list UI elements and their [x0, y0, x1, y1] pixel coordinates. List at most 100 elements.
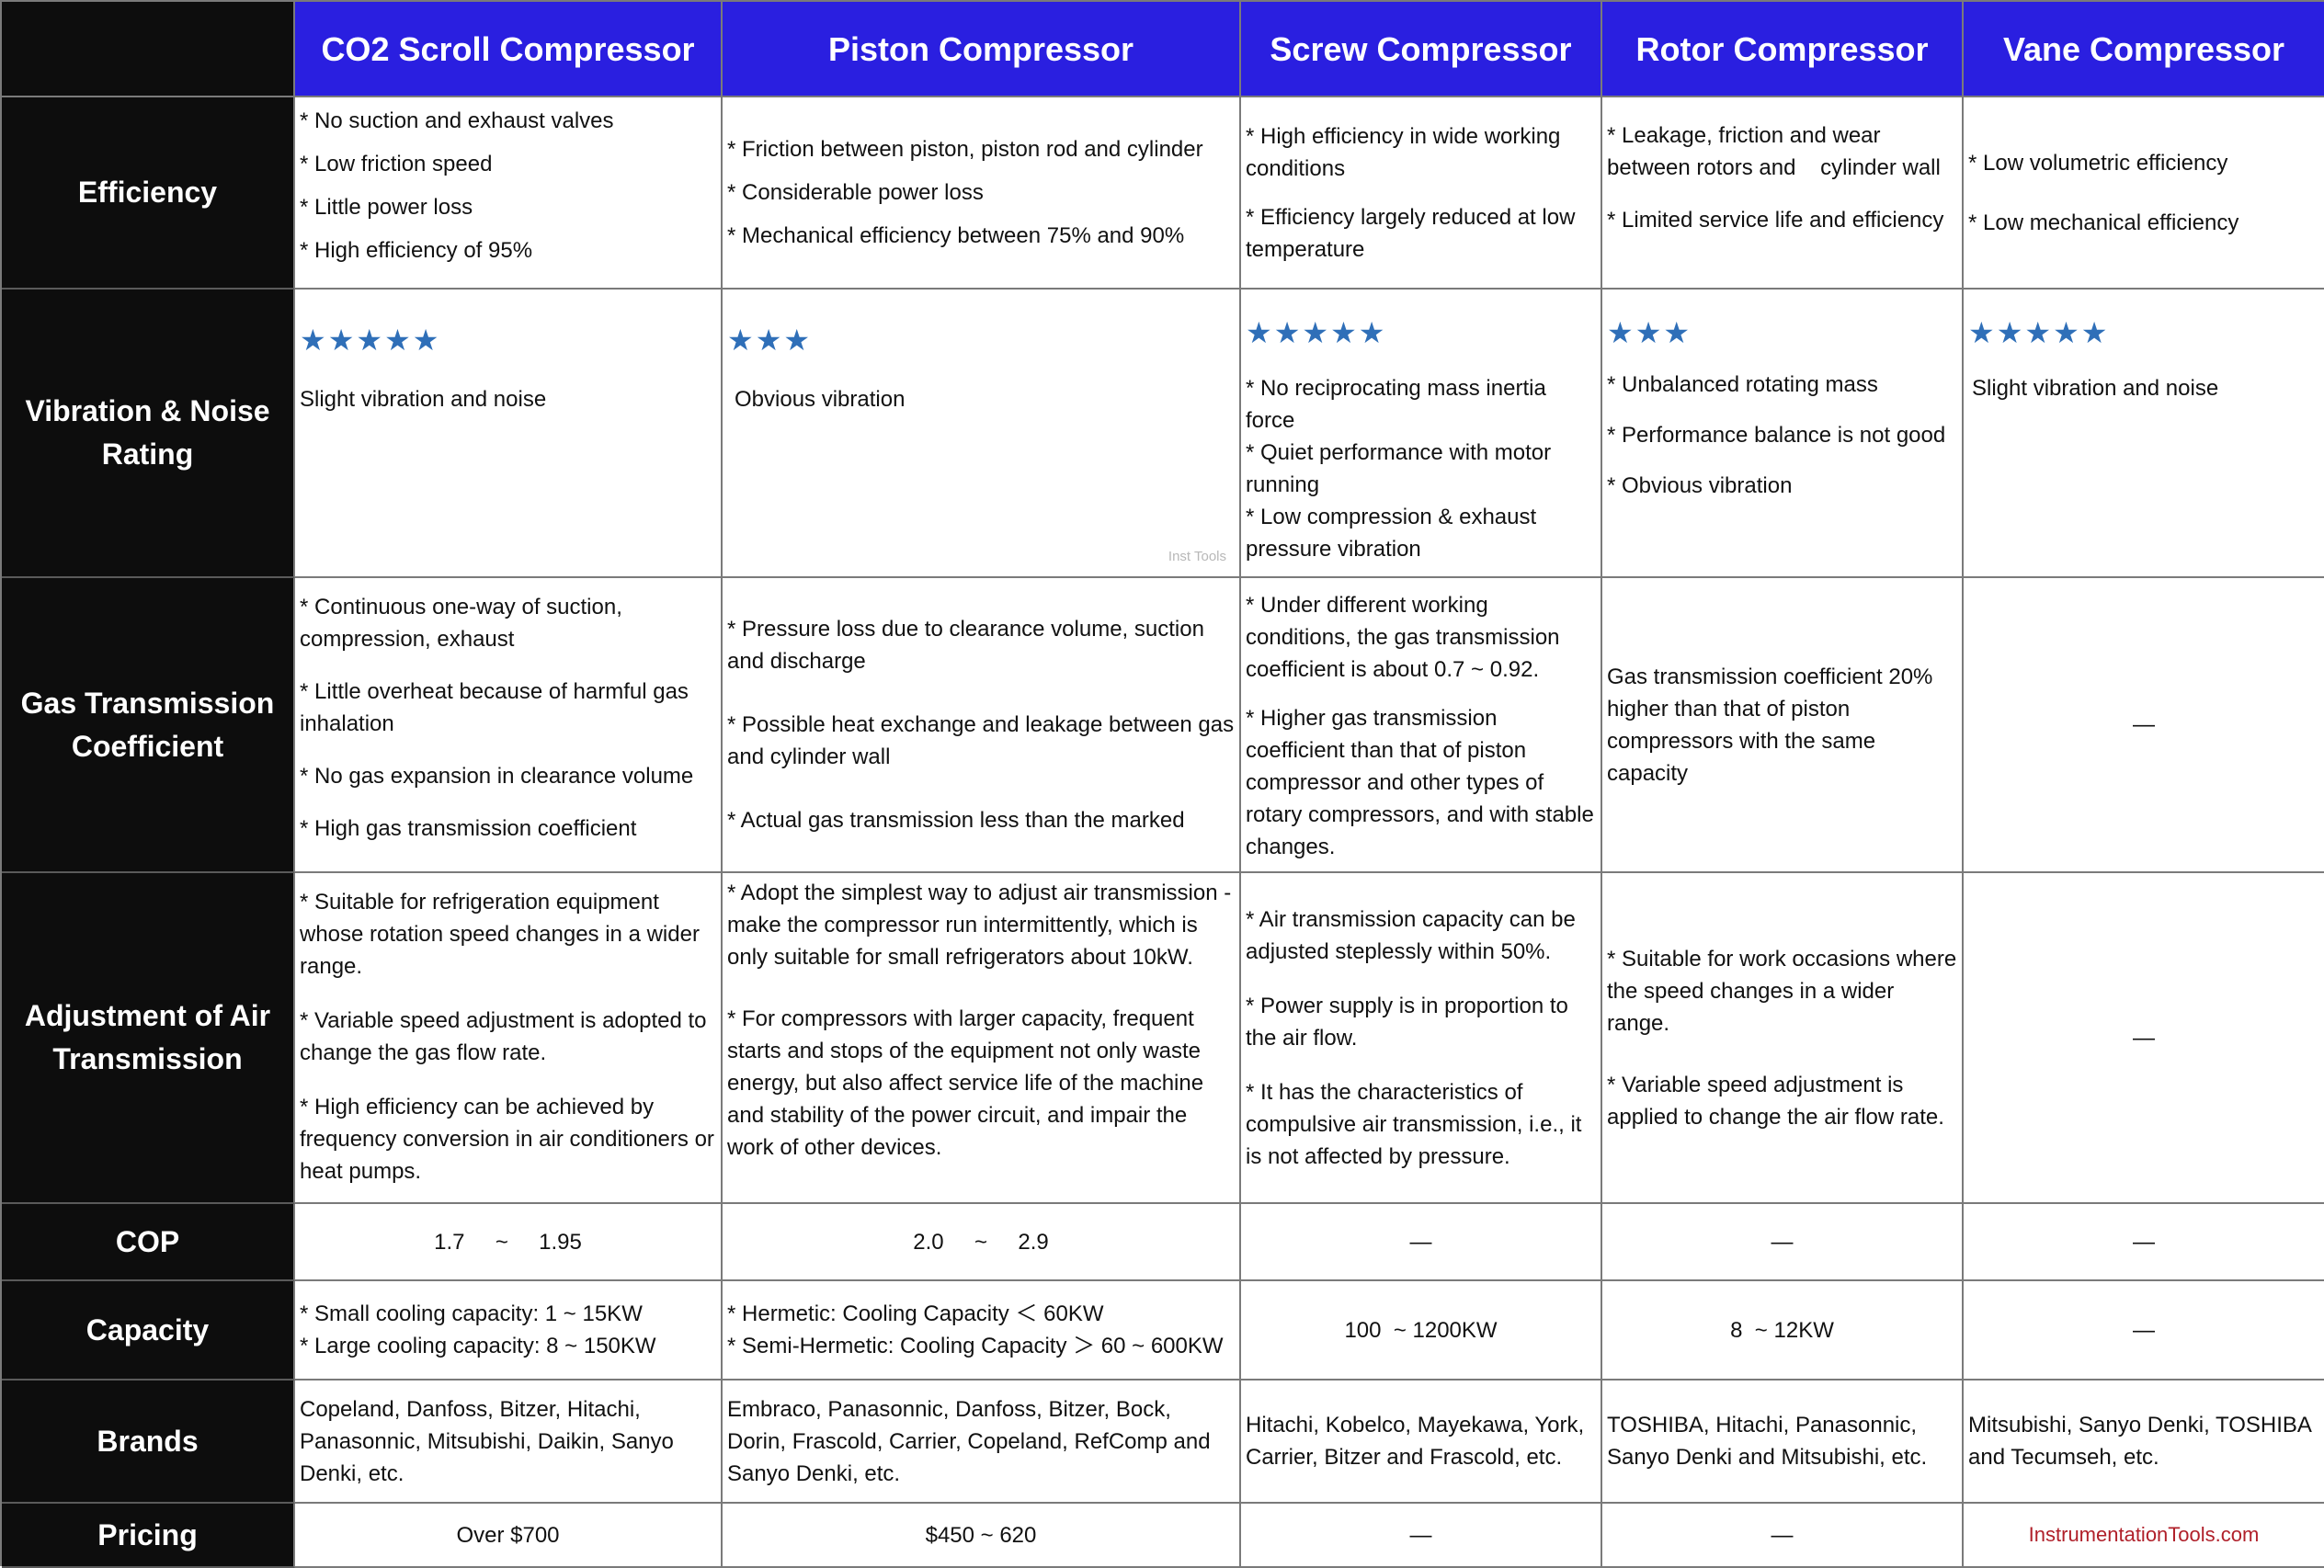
pricing-piston-cell: $450 ~ 620: [723, 1504, 1241, 1568]
pricing-rotor-cell: —: [1602, 1504, 1964, 1568]
cell-line: * Large cooling capacity: 8 ~ 150KW: [300, 1334, 656, 1358]
cell-line: * It has the characteristics of compulsi…: [1246, 1079, 1582, 1169]
cell-line: Copeland, Danfoss, Bitzer, Hitachi, Pana…: [300, 1396, 674, 1486]
cell-line: * Little overheat because of harmful gas…: [300, 679, 689, 736]
cell-line: * Mechanical efficiency between 75% and …: [727, 223, 1185, 248]
star-rating: ★★★★★: [300, 324, 441, 357]
cell-line: * Possible heat exchange and leakage bet…: [727, 712, 1235, 769]
vibration-scroll-cell: ★★★★★ Slight vibration and noise: [295, 290, 723, 578]
adjustment-rotor-cell: * Suitable for work occasions where the …: [1602, 873, 1964, 1204]
cell-line: * Suitable for refrigeration equipment w…: [300, 890, 700, 979]
row-header-cop: COP: [2, 1204, 295, 1281]
cell-value: 100 ~ 1200KW: [1344, 1317, 1498, 1343]
efficiency-scroll-cell: * No suction and exhaust valves * Low fr…: [295, 97, 723, 290]
cell-line: * Low mechanical efficiency: [1968, 210, 2239, 235]
vibration-vane-cell: ★★★★★ Slight vibration and noise: [1964, 290, 2324, 578]
row-header-capacity: Capacity: [2, 1281, 295, 1381]
cop-vane-cell: —: [1964, 1204, 2324, 1281]
cell-line: * Semi-Hermetic: Cooling Capacity ＞ 60 ~…: [727, 1334, 1224, 1358]
capacity-scroll-cell: * Small cooling capacity: 1 ~ 15KW * Lar…: [295, 1281, 723, 1381]
cell-line: * Limited service life and efficiency: [1607, 208, 1944, 233]
cell-line: * Air transmission capacity can be adjus…: [1246, 906, 1576, 964]
cell-line: * Low friction speed: [300, 152, 493, 176]
cell-line: * Hermetic: Cooling Capacity ＜ 60KW: [727, 1301, 1104, 1326]
cell-line: Embraco, Panasonnic, Danfoss, Bitzer, Bo…: [727, 1396, 1211, 1486]
cell-dash: —: [1409, 1522, 1432, 1548]
cell-line: * Efficiency largely reduced at low temp…: [1246, 204, 1576, 262]
column-header-scroll: CO2 Scroll Compressor: [295, 2, 723, 97]
watermark-text: Inst Tools: [1168, 549, 1226, 564]
cell-line: * Actual gas transmission less than the …: [727, 808, 1185, 833]
brands-piston-cell: Embraco, Panasonnic, Danfoss, Bitzer, Bo…: [723, 1381, 1241, 1504]
cell-line: * Variable speed adjustment is adopted t…: [300, 1008, 707, 1065]
brands-screw-cell: Hitachi, Kobelco, Mayekawa, York, Carrie…: [1241, 1381, 1602, 1504]
cell-dash: —: [2133, 712, 2155, 737]
cell-line: * Unbalanced rotating mass: [1607, 372, 1878, 397]
capacity-vane-cell: —: [1964, 1281, 2324, 1381]
column-header-piston: Piston Compressor: [723, 2, 1241, 97]
cell-line: * Power supply is in proportion to the a…: [1246, 993, 1568, 1051]
vibration-rotor-cell: ★★★ * Unbalanced rotating mass * Perform…: [1602, 290, 1964, 578]
cell-line: * For compressors with larger capacity, …: [727, 1006, 1204, 1160]
cell-line: * Higher gas transmission coefficient th…: [1246, 706, 1594, 859]
cell-line: * Under different working conditions, th…: [1246, 593, 1560, 682]
cell-line: * Adopt the simplest way to adjust air t…: [727, 881, 1232, 970]
cell-line: Hitachi, Kobelco, Mayekawa, York, Carrie…: [1246, 1413, 1585, 1470]
cop-rotor-cell: —: [1602, 1204, 1964, 1281]
row-header-vibration: Vibration & Noise Rating: [2, 290, 295, 578]
star-rating: ★★★★★: [1246, 316, 1387, 349]
adjustment-vane-cell: —: [1964, 873, 2324, 1204]
row-header-adjustment: Adjustment of Air Transmission: [2, 873, 295, 1204]
star-rating: ★★★: [727, 324, 813, 357]
gas-vane-cell: —: [1964, 578, 2324, 873]
cell-dash: —: [2133, 1229, 2155, 1255]
capacity-piston-cell: * Hermetic: Cooling Capacity ＜ 60KW * Se…: [723, 1281, 1241, 1381]
brands-vane-cell: Mitsubishi, Sanyo Denki, TOSHIBA and Tec…: [1964, 1381, 2324, 1504]
pricing-vane-cell: InstrumentationTools.com: [1964, 1504, 2324, 1568]
cell-line: * No suction and exhaust valves: [300, 108, 614, 133]
cell-line: * Considerable power loss: [727, 180, 984, 205]
cell-line: * No reciprocating mass inertia force: [1246, 376, 1546, 433]
cell-line: Gas transmission coefficient 20% higher …: [1607, 664, 1933, 786]
star-rating: ★★★: [1607, 316, 1692, 349]
row-header-efficiency: Efficiency: [2, 97, 295, 290]
cell-dash: —: [1771, 1229, 1794, 1255]
pricing-scroll-cell: Over $700: [295, 1504, 723, 1568]
cell-line: * No gas expansion in clearance volume: [300, 764, 694, 789]
cell-line: * Quiet performance with motor running: [1246, 440, 1552, 497]
column-header-rotor: Rotor Compressor: [1602, 2, 1964, 97]
cell-line: * Friction between piston, piston rod an…: [727, 137, 1203, 162]
cop-scroll-cell: 1.7 ~ 1.95: [295, 1204, 723, 1281]
cop-piston-cell: 2.0 ~ 2.9: [723, 1204, 1241, 1281]
gas-rotor-cell: Gas transmission coefficient 20% higher …: [1602, 578, 1964, 873]
cell-line: * High gas transmission coefficient: [300, 816, 637, 841]
row-header-brands: Brands: [2, 1381, 295, 1504]
star-rating: ★★★★★: [1968, 316, 2110, 349]
efficiency-vane-cell: * Low volumetric efficiency * Low mechan…: [1964, 97, 2324, 290]
cell-line: * Suitable for work occasions where the …: [1607, 946, 1957, 1036]
cell-line: Mitsubishi, Sanyo Denki, TOSHIBA and Tec…: [1968, 1413, 2311, 1470]
cell-value: $450 ~ 620: [925, 1522, 1037, 1548]
capacity-rotor-cell: 8 ~ 12KW: [1602, 1281, 1964, 1381]
cop-screw-cell: —: [1241, 1204, 1602, 1281]
cell-line: TOSHIBA, Hitachi, Panasonnic, Sanyo Denk…: [1607, 1413, 1928, 1470]
capacity-screw-cell: 100 ~ 1200KW: [1241, 1281, 1602, 1381]
brands-scroll-cell: Copeland, Danfoss, Bitzer, Hitachi, Pana…: [295, 1381, 723, 1504]
cell-line: * Low volumetric efficiency: [1968, 150, 2228, 176]
cell-dash: —: [1409, 1229, 1432, 1255]
column-header-screw: Screw Compressor: [1241, 2, 1602, 97]
gas-screw-cell: * Under different working conditions, th…: [1241, 578, 1602, 873]
vibration-piston-cell: ★★★ Obvious vibration Inst Tools: [723, 290, 1241, 578]
adjustment-screw-cell: * Air transmission capacity can be adjus…: [1241, 873, 1602, 1204]
cell-line: * Continuous one-way of suction, compres…: [300, 595, 622, 652]
cell-value: 1.7 ~ 1.95: [434, 1229, 582, 1255]
cell-line: Slight vibration and noise: [300, 387, 547, 412]
row-header-gas-transmission: Gas Transmission Coefficient: [2, 578, 295, 873]
cell-line: * High efficiency in wide working condit…: [1246, 123, 1561, 181]
efficiency-screw-cell: * High efficiency in wide working condit…: [1241, 97, 1602, 290]
vibration-screw-cell: ★★★★★ * No reciprocating mass inertia fo…: [1241, 290, 1602, 578]
cell-line: Obvious vibration: [735, 387, 906, 412]
cell-line: * High efficiency can be achieved by fre…: [300, 1095, 714, 1184]
cell-line: * Performance balance is not good: [1607, 423, 1946, 448]
corner-cell: [2, 2, 295, 97]
